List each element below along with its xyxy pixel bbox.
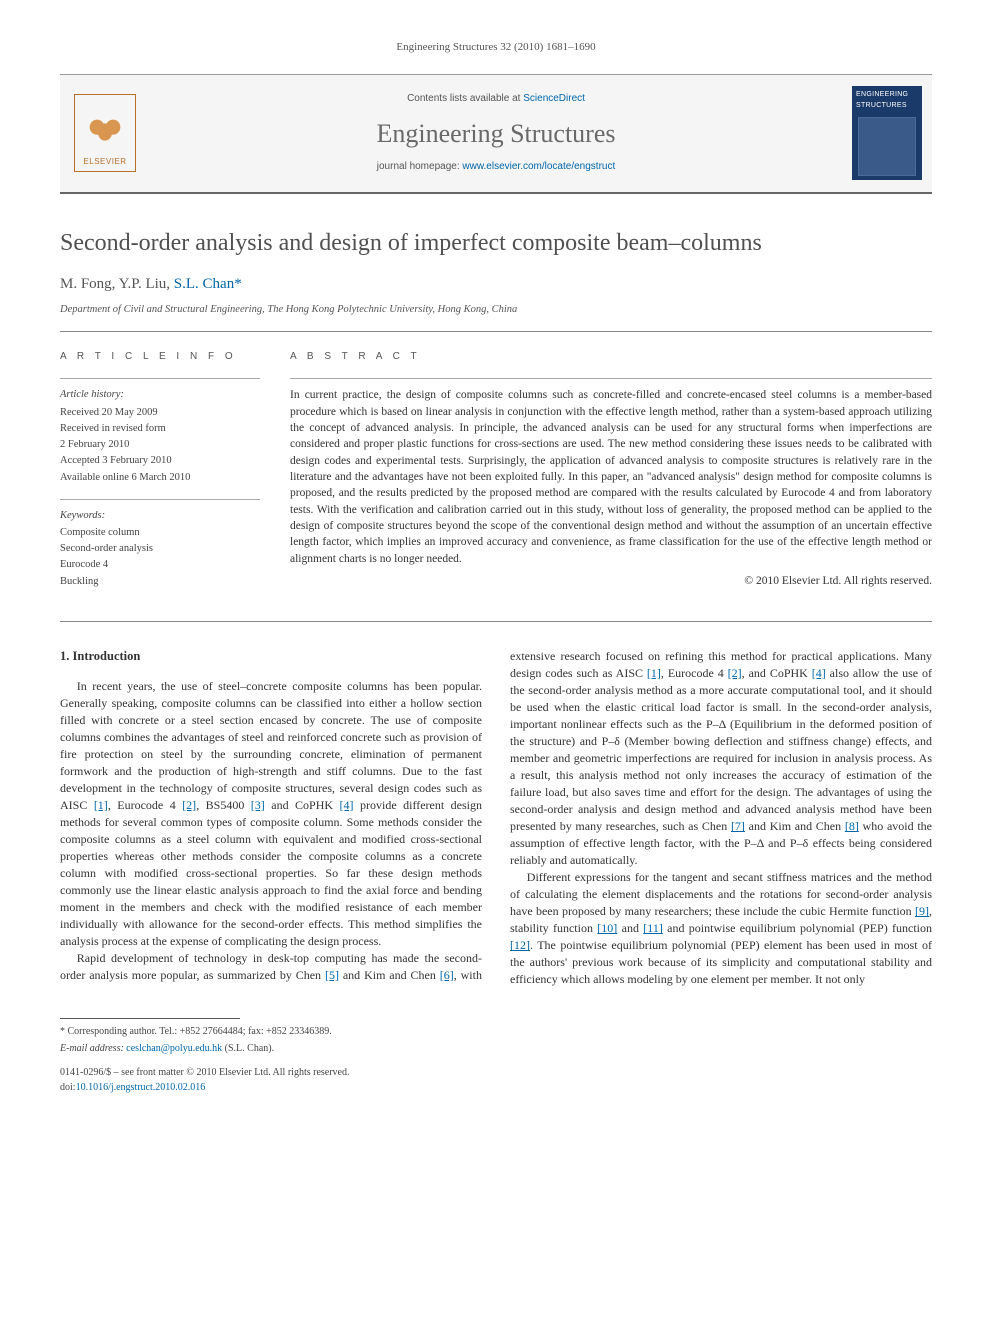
- text-run: and CoPHK: [265, 798, 340, 812]
- article-info-heading: A R T I C L E I N F O: [60, 350, 260, 365]
- citation-link[interactable]: [8]: [845, 819, 859, 833]
- section-heading-intro: 1. Introduction: [60, 648, 482, 666]
- body-paragraph: In recent years, the use of steel–concre…: [60, 678, 482, 951]
- running-head: Engineering Structures 32 (2010) 1681–16…: [60, 40, 932, 56]
- text-run: In recent years, the use of steel–concre…: [60, 679, 482, 812]
- corresponding-author-note: * Corresponding author. Tel.: +852 27664…: [60, 1025, 932, 1040]
- article-history-label: Article history:: [60, 387, 260, 402]
- corresponding-marker[interactable]: *: [234, 276, 242, 292]
- keyword: Eurocode 4: [60, 557, 260, 572]
- keyword: Composite column: [60, 525, 260, 540]
- text-run: , BS5400: [196, 798, 251, 812]
- text-run: , and CoPHK: [742, 666, 812, 680]
- email-label: E-mail address:: [60, 1043, 126, 1054]
- revised-line2: 2 February 2010: [60, 437, 260, 452]
- email-suffix: (S.L. Chan).: [222, 1043, 274, 1054]
- abstract-heading: A B S T R A C T: [290, 350, 932, 365]
- keyword: Second-order analysis: [60, 541, 260, 556]
- citation-link[interactable]: [1]: [94, 798, 108, 812]
- accepted-date: Accepted 3 February 2010: [60, 453, 260, 468]
- citation-link[interactable]: [2]: [182, 798, 196, 812]
- contents-available-line: Contents lists available at ScienceDirec…: [407, 92, 585, 107]
- journal-name: Engineering Structures: [377, 115, 616, 153]
- journal-masthead: ELSEVIER Contents lists available at Sci…: [60, 74, 932, 194]
- publisher-logo: ELSEVIER: [60, 75, 150, 192]
- cover-title: ENGINEERING STRUCTURES: [856, 90, 918, 110]
- issn-line: 0141-0296/$ – see front matter © 2010 El…: [60, 1066, 932, 1081]
- text-run: Different expressions for the tangent an…: [510, 870, 932, 918]
- citation-link[interactable]: [2]: [728, 666, 742, 680]
- citation-link[interactable]: [9]: [915, 904, 929, 918]
- homepage-prefix: journal homepage:: [377, 161, 463, 172]
- text-run: and pointwise equilibrium polynomial (PE…: [663, 921, 932, 935]
- abstract-text: In current practice, the design of compo…: [290, 387, 932, 567]
- received-date: Received 20 May 2009: [60, 405, 260, 420]
- citation-link[interactable]: [4]: [340, 798, 354, 812]
- abstract-rule: [290, 378, 932, 379]
- copyright-line: © 2010 Elsevier Ltd. All rights reserved…: [290, 573, 932, 590]
- info-rule: [60, 499, 260, 500]
- abstract-column: A B S T R A C T In current practice, the…: [290, 350, 932, 603]
- article-info-sidebar: A R T I C L E I N F O Article history: R…: [60, 350, 260, 603]
- citation-link[interactable]: [3]: [251, 798, 265, 812]
- citation-link[interactable]: [5]: [325, 968, 339, 982]
- footer-rule: [60, 1018, 240, 1019]
- keywords-label: Keywords:: [60, 508, 260, 523]
- corresponding-email-link[interactable]: ceslchan@polyu.edu.hk: [126, 1043, 222, 1054]
- affiliation: Department of Civil and Structural Engin…: [60, 302, 932, 317]
- doi-prefix: doi:: [60, 1082, 76, 1093]
- authors-plain: M. Fong, Y.P. Liu,: [60, 276, 174, 292]
- journal-homepage-line: journal homepage: www.elsevier.com/locat…: [377, 160, 615, 175]
- citation-link[interactable]: [4]: [812, 666, 826, 680]
- citation-link[interactable]: [12]: [510, 938, 530, 952]
- contents-prefix: Contents lists available at: [407, 93, 523, 104]
- corresponding-author-link[interactable]: S.L. Chan: [174, 276, 234, 292]
- cover-image-icon: [858, 117, 916, 177]
- article-title: Second-order analysis and design of impe…: [60, 228, 932, 258]
- citation-link[interactable]: [6]: [440, 968, 454, 982]
- body-two-column: 1. Introduction In recent years, the use…: [60, 648, 932, 989]
- page-footer: * Corresponding author. Tel.: +852 27664…: [60, 1018, 932, 1095]
- text-run: also allow the use of the second-order a…: [510, 666, 932, 833]
- online-date: Available online 6 March 2010: [60, 470, 260, 485]
- doi-link[interactable]: 10.1016/j.engstruct.2010.02.016: [76, 1082, 206, 1093]
- author-list: M. Fong, Y.P. Liu, S.L. Chan*: [60, 274, 932, 296]
- citation-link[interactable]: [10]: [597, 921, 617, 935]
- elsevier-tree-icon: [85, 108, 125, 156]
- text-run: and Kim and Chen: [745, 819, 845, 833]
- text-run: , Eurocode 4: [108, 798, 182, 812]
- keyword: Buckling: [60, 574, 260, 589]
- horizontal-rule: [60, 331, 932, 332]
- text-run: and: [617, 921, 643, 935]
- text-run: provide different design methods for sev…: [60, 798, 482, 948]
- horizontal-rule: [60, 621, 932, 622]
- sciencedirect-link[interactable]: ScienceDirect: [523, 93, 585, 104]
- text-run: , Eurocode 4: [661, 666, 728, 680]
- info-rule: [60, 378, 260, 379]
- text-run: and Kim and Chen: [339, 968, 440, 982]
- body-paragraph: Different expressions for the tangent an…: [510, 869, 932, 988]
- revised-line1: Received in revised form: [60, 421, 260, 436]
- citation-link[interactable]: [1]: [647, 666, 661, 680]
- citation-link[interactable]: [7]: [731, 819, 745, 833]
- text-run: . The pointwise equilibrium polynomial (…: [510, 938, 932, 986]
- publisher-name: ELSEVIER: [83, 156, 126, 168]
- journal-homepage-link[interactable]: www.elsevier.com/locate/engstruct: [462, 161, 615, 172]
- citation-link[interactable]: [11]: [643, 921, 663, 935]
- journal-cover-thumbnail: ENGINEERING STRUCTURES: [842, 75, 932, 192]
